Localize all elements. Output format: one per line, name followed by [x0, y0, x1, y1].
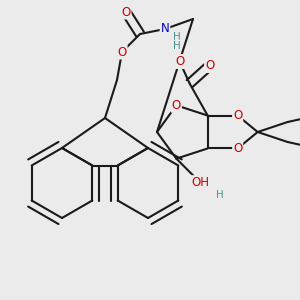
Text: H: H [173, 40, 181, 50]
Text: OH: OH [191, 176, 209, 189]
Text: O: O [233, 109, 242, 122]
Text: H: H [173, 32, 181, 42]
Text: O: O [117, 46, 127, 59]
Text: O: O [233, 142, 242, 155]
Text: O: O [122, 5, 130, 19]
Text: O: O [172, 99, 181, 112]
Text: O: O [175, 55, 184, 68]
Text: N: N [160, 22, 169, 35]
Text: H: H [217, 190, 224, 200]
Text: O: O [205, 59, 214, 72]
